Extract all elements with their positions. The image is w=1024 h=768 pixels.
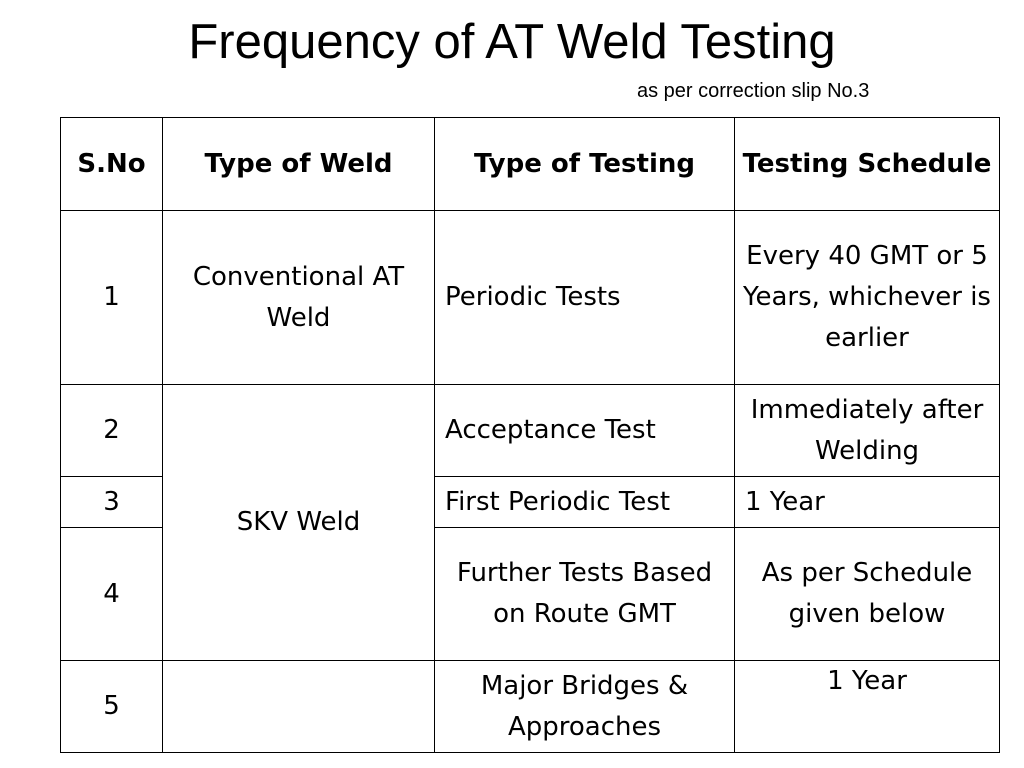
cell-schedule: 1 Year	[734, 476, 1000, 528]
table-row: 3 First Periodic Test 1 Year	[60, 476, 1000, 528]
table-row: 5 Major Bridges & Approaches 1 Year	[60, 660, 1000, 753]
cell-sno: 3	[60, 476, 163, 528]
cell-schedule: Every 40 GMT or 5 Years, whichever is ea…	[734, 210, 1000, 385]
table-row: 4 Further Tests Based on Route GMT As pe…	[60, 527, 1000, 661]
cell-testing: Periodic Tests	[434, 210, 735, 385]
cell-weld-merged: SKV Weld	[162, 384, 435, 661]
table-row: 1 Conventional AT Weld Periodic Tests Ev…	[60, 210, 1000, 385]
cell-testing: Acceptance Test	[434, 384, 735, 477]
header-sno: S.No	[60, 117, 163, 211]
cell-testing: Major Bridges & Approaches	[434, 660, 735, 753]
cell-testing: Further Tests Based on Route GMT	[434, 527, 735, 661]
header-type-of-weld: Type of Weld	[162, 117, 435, 211]
cell-schedule: 1 Year	[734, 660, 1000, 753]
page-subtitle: as per correction slip No.3	[637, 80, 870, 102]
cell-sno: 4	[60, 527, 163, 661]
cell-sno: 1	[60, 210, 163, 385]
cell-weld: Conventional AT Weld	[162, 210, 435, 385]
weld-testing-table: S.No Type of Weld Type of Testing Testin…	[60, 117, 1000, 753]
cell-sno: 2	[60, 384, 163, 477]
header-type-of-testing: Type of Testing	[434, 117, 735, 211]
cell-testing: First Periodic Test	[434, 476, 735, 528]
page-title: Frequency of AT Weld Testing	[188, 15, 836, 69]
cell-schedule: As per Schedule given below	[734, 527, 1000, 661]
cell-sno: 5	[60, 660, 163, 753]
table-row: 2 SKV Weld Acceptance Test Immediately a…	[60, 384, 1000, 661]
cell-schedule: Immediately after Welding	[734, 384, 1000, 477]
table-header-row: S.No Type of Weld Type of Testing Testin…	[60, 117, 1000, 211]
cell-weld	[162, 660, 435, 753]
header-testing-schedule: Testing Schedule	[734, 117, 1000, 211]
